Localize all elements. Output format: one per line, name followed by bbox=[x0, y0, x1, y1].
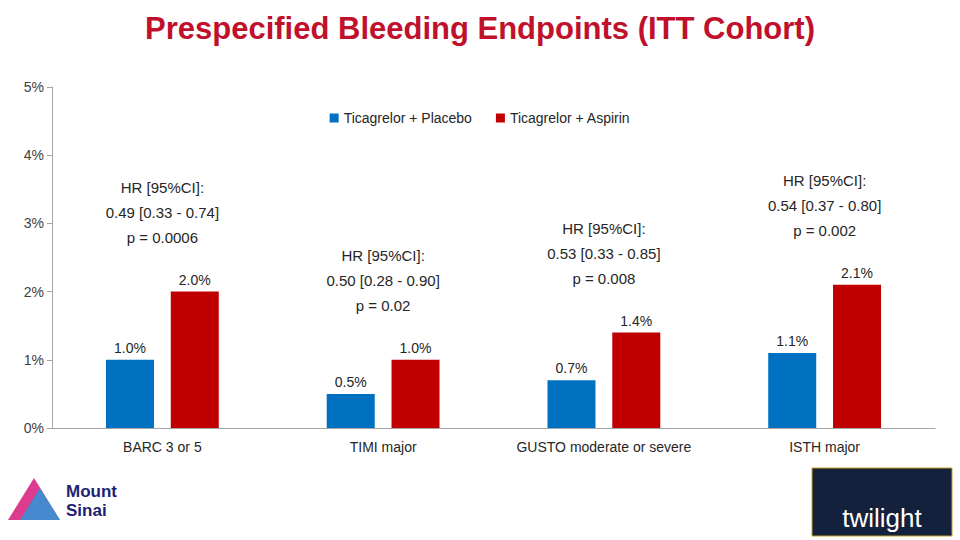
svg-text:0.49 [0.33 - 0.74]: 0.49 [0.33 - 0.74] bbox=[106, 204, 219, 221]
svg-text:HR [95%CI]:: HR [95%CI]: bbox=[783, 172, 866, 189]
svg-text:ISTH major: ISTH major bbox=[789, 439, 860, 455]
svg-text:1.4%: 1.4% bbox=[620, 313, 652, 329]
svg-text:Prespecified Bleeding Endpoint: Prespecified Bleeding Endpoints (ITT Coh… bbox=[145, 11, 815, 46]
svg-text:GUSTO moderate or severe: GUSTO moderate or severe bbox=[516, 439, 691, 455]
svg-text:HR [95%CI]:: HR [95%CI]: bbox=[562, 220, 645, 237]
svg-text:p = 0.008: p = 0.008 bbox=[572, 270, 635, 287]
svg-text:TIMI major: TIMI major bbox=[350, 439, 417, 455]
svg-text:1%: 1% bbox=[24, 352, 44, 368]
svg-text:0.50 [0.28 - 0.90]: 0.50 [0.28 - 0.90] bbox=[326, 272, 439, 289]
svg-text:p = 0.002: p = 0.002 bbox=[793, 222, 856, 239]
svg-text:twilight: twilight bbox=[842, 503, 922, 533]
svg-text:Sinai: Sinai bbox=[66, 501, 107, 520]
svg-text:Mount: Mount bbox=[66, 482, 117, 501]
svg-text:Ticagrelor + Aspirin: Ticagrelor + Aspirin bbox=[510, 110, 630, 126]
svg-text:1.1%: 1.1% bbox=[776, 333, 808, 349]
svg-text:2.0%: 2.0% bbox=[179, 272, 211, 288]
svg-text:p = 0.02: p = 0.02 bbox=[356, 297, 411, 314]
svg-text:3%: 3% bbox=[24, 215, 44, 231]
svg-text:p = 0.0006: p = 0.0006 bbox=[127, 229, 198, 246]
svg-text:2%: 2% bbox=[24, 284, 44, 300]
svg-text:0.7%: 0.7% bbox=[556, 360, 588, 376]
svg-text:HR [95%CI]:: HR [95%CI]: bbox=[341, 247, 424, 264]
svg-text:BARC 3 or 5: BARC 3 or 5 bbox=[123, 439, 202, 455]
svg-text:1.0%: 1.0% bbox=[400, 340, 432, 356]
svg-text:0.5%: 0.5% bbox=[335, 374, 367, 390]
svg-text:Ticagrelor + Placebo: Ticagrelor + Placebo bbox=[344, 110, 472, 126]
svg-text:0.53 [0.33 - 0.85]: 0.53 [0.33 - 0.85] bbox=[547, 245, 660, 262]
svg-text:0.54 [0.37 - 0.80]: 0.54 [0.37 - 0.80] bbox=[768, 197, 881, 214]
svg-text:0%: 0% bbox=[24, 420, 44, 436]
svg-text:5%: 5% bbox=[24, 79, 44, 95]
svg-text:HR [95%CI]:: HR [95%CI]: bbox=[121, 179, 204, 196]
svg-text:2.1%: 2.1% bbox=[841, 265, 873, 281]
svg-text:4%: 4% bbox=[24, 147, 44, 163]
svg-text:1.0%: 1.0% bbox=[114, 340, 146, 356]
